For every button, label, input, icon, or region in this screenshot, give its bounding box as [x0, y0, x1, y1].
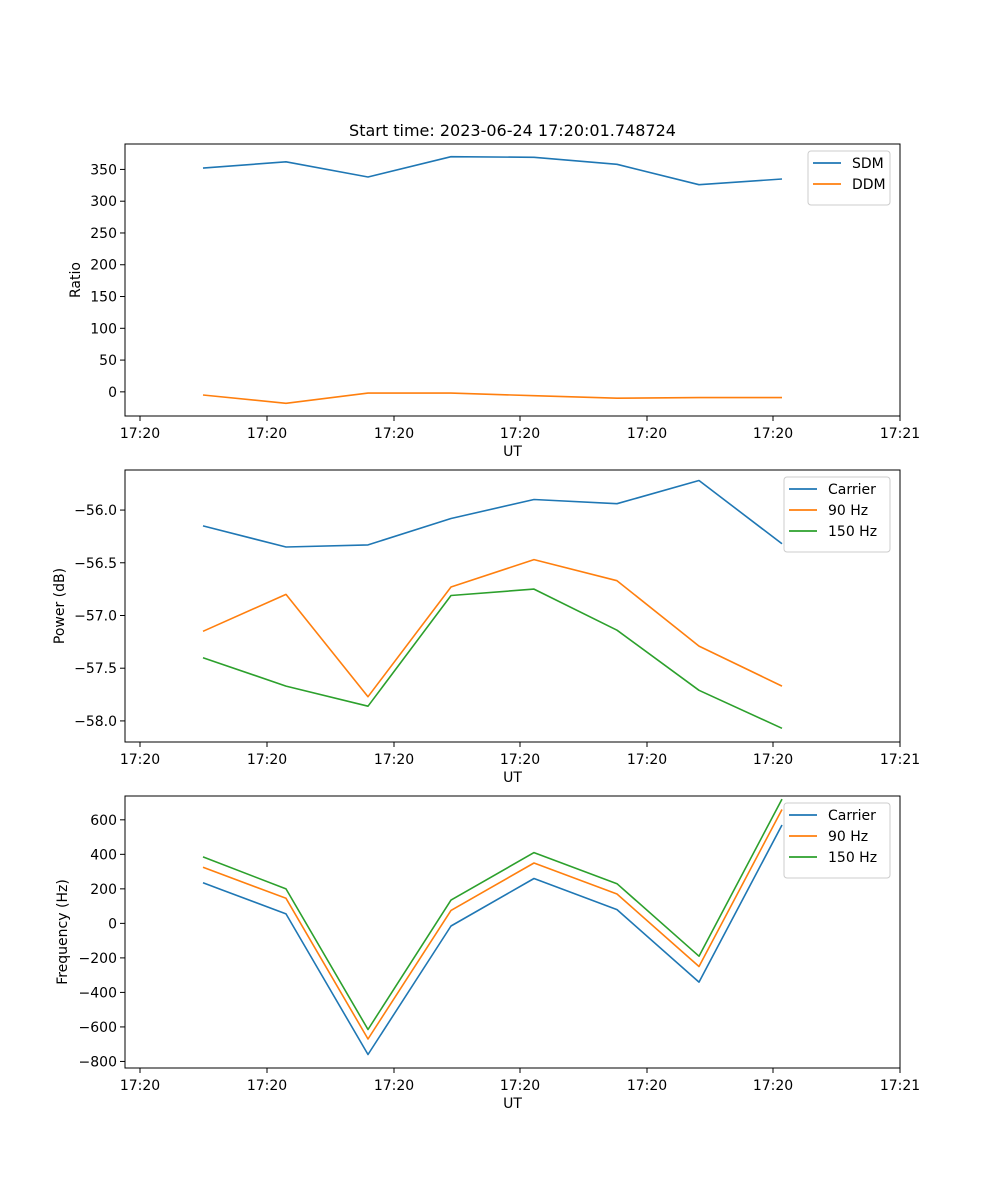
x-tick-label: 17:20 [247, 1078, 287, 1094]
legend: Carrier 90 Hz 150 Hz [783, 802, 891, 879]
y-tick-label: 400 [90, 847, 117, 863]
axes-frame [124, 469, 901, 743]
y-tick-label: 0 [108, 385, 117, 401]
series-line-carrier [202, 824, 783, 1056]
x-tick-label: 17:20 [500, 1078, 540, 1094]
y-tick-label: −400 [79, 985, 117, 1001]
legend-label: Carrier [828, 482, 876, 498]
chart-panel-1: 0 50 100 150 200 250 300 350 17:20 17:20 17:20 17:2… [68, 143, 920, 460]
y-tick-label: −600 [79, 1020, 117, 1036]
y-tick-label: −58.0 [74, 714, 117, 730]
y-tick-label: −57.0 [74, 608, 117, 624]
axes-frame [124, 795, 901, 1069]
y-tick-label: −56.0 [74, 503, 117, 519]
series-line-ddm [202, 392, 782, 405]
x-tick-label: 17:20 [374, 1078, 414, 1094]
y-tick-label: 100 [90, 321, 117, 337]
x-tick-label: 17:20 [500, 426, 540, 442]
axes-frame [124, 143, 901, 417]
x-axis-title: UT [503, 770, 522, 786]
x-tick-label: 17:20 [753, 752, 793, 768]
legend-label: DDM [852, 177, 886, 193]
series-line-sdm [202, 155, 783, 186]
y-axis-title: Ratio [68, 262, 84, 298]
y-tick-label: −57.5 [74, 661, 117, 677]
y-axis-title: Power (dB) [52, 568, 68, 644]
x-tick-label: 17:20 [627, 1078, 667, 1094]
x-tick-label: 17:20 [374, 752, 414, 768]
legend: SDM DDM [807, 150, 891, 206]
x-tick-label: 17:20 [500, 752, 540, 768]
y-tick-label: 200 [90, 258, 117, 274]
x-tick-label: 17:20 [627, 752, 667, 768]
x-axis-title: UT [503, 1096, 522, 1112]
x-tick-label: 17:20 [627, 426, 667, 442]
legend: Carrier 90 Hz 150 Hz [783, 476, 891, 553]
x-tick-label: 17:20 [120, 752, 160, 768]
legend-label: 90 Hz [828, 503, 868, 519]
legend-label: 150 Hz [828, 850, 877, 866]
legend-box [807, 150, 891, 206]
series-line-90-hz [202, 809, 783, 1040]
x-tick-label: 17:20 [120, 1078, 160, 1094]
y-tick-label: 300 [90, 194, 117, 210]
y-axis-title: Frequency (Hz) [55, 879, 71, 985]
series-line-150-hz [202, 798, 783, 1031]
figure-title: Start time: 2023-06-24 17:20:01.748724 [349, 121, 676, 140]
series-line-carrier [202, 479, 783, 548]
y-tick-label: 0 [108, 916, 117, 932]
y-tick-label: −200 [79, 951, 117, 967]
legend-label: 90 Hz [828, 829, 868, 845]
x-tick-label: 17:20 [753, 1078, 793, 1094]
y-tick-label: −56.5 [74, 556, 117, 572]
legend-label: Carrier [828, 808, 876, 824]
y-tick-label: 250 [90, 226, 117, 242]
legend-label: SDM [852, 156, 884, 172]
x-tick-label: 17:20 [247, 426, 287, 442]
x-tick-label: 17:20 [247, 752, 287, 768]
x-tick-label: 17:21 [880, 426, 920, 442]
y-tick-label: 200 [90, 882, 117, 898]
x-tick-label: 17:21 [880, 1078, 920, 1094]
legend-box [783, 802, 891, 879]
y-tick-label: 150 [90, 290, 117, 306]
y-tick-label: 600 [90, 813, 117, 829]
x-tick-label: 17:20 [753, 426, 793, 442]
y-tick-label: 350 [90, 162, 117, 178]
x-tick-label: 17:20 [374, 426, 414, 442]
chart-panel-2: −58.0 −57.5 −57.0 −56.5 −56.0 17:20 17:20 17:20… [52, 469, 920, 786]
y-tick-label: 50 [99, 353, 117, 369]
x-tick-label: 17:21 [880, 752, 920, 768]
series-line-150-hz [202, 588, 783, 730]
x-axis-title: UT [503, 444, 522, 460]
legend-box [783, 476, 891, 553]
chart-panel-3: −800 −600 −400 −200 0 200 400 600 17:20 17:20 17:2… [55, 795, 920, 1112]
series-line-90-hz [202, 558, 783, 698]
legend-label: 150 Hz [828, 524, 877, 540]
y-tick-label: −800 [79, 1054, 117, 1070]
x-tick-label: 17:20 [120, 426, 160, 442]
